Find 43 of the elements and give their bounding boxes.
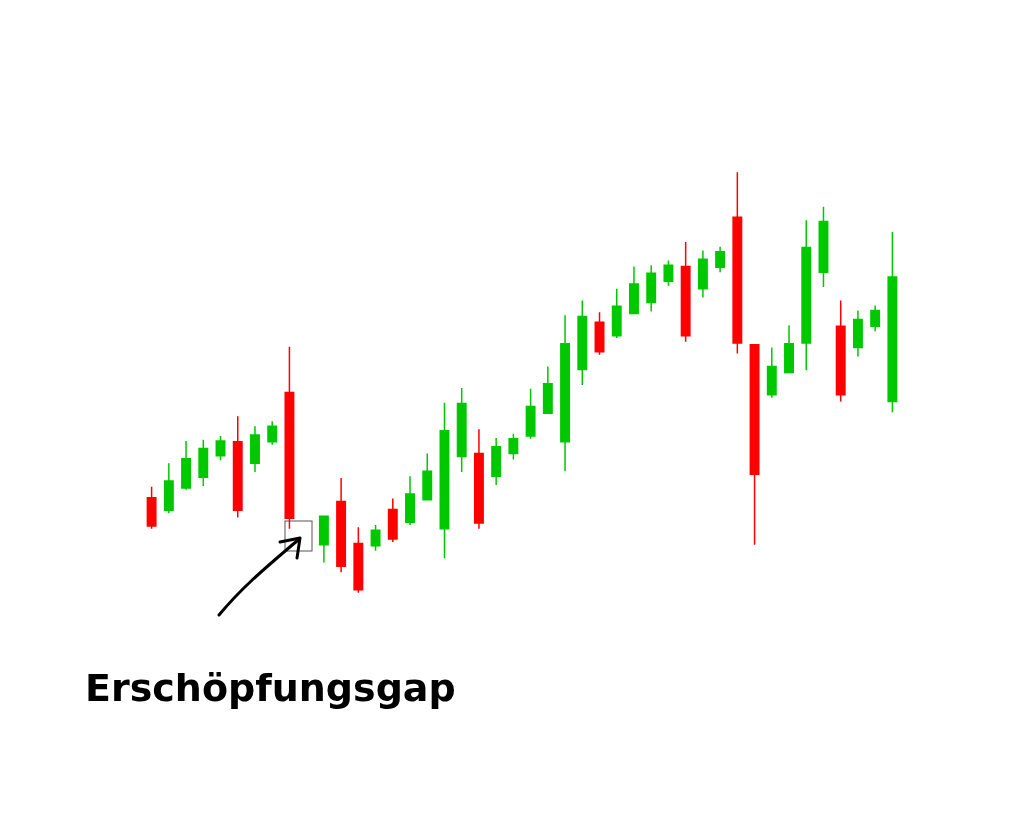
candlestick <box>525 388 536 440</box>
candlestick <box>422 452 433 501</box>
candlestick <box>697 249 708 299</box>
candlestick <box>163 462 174 515</box>
candlestick <box>318 515 329 564</box>
candlestick <box>232 415 243 519</box>
candlestick <box>353 526 364 594</box>
candlestick <box>284 346 295 530</box>
candlestick <box>181 440 192 491</box>
candlestick <box>887 231 898 414</box>
candlestick <box>405 475 415 526</box>
candlestick <box>715 245 726 274</box>
candlestick <box>646 264 657 313</box>
candlestick <box>680 241 691 343</box>
candlestick <box>629 265 639 315</box>
candlestick <box>818 205 829 288</box>
candlestick <box>766 346 777 399</box>
candlestick <box>387 497 398 543</box>
candlestick <box>732 171 743 355</box>
candlestick <box>663 259 674 287</box>
candlestick <box>852 309 863 358</box>
candlestick <box>870 304 881 332</box>
candlestick <box>560 314 571 472</box>
candlestick <box>250 425 260 473</box>
candlestick <box>267 420 278 446</box>
candlestick <box>473 428 484 530</box>
candlestick <box>370 524 381 552</box>
candlestick <box>784 324 794 374</box>
candlestick <box>835 299 846 403</box>
candlestick <box>577 299 588 386</box>
candlestick <box>801 219 812 372</box>
candlestick <box>749 343 760 546</box>
candlestick <box>198 438 209 487</box>
candlestick <box>491 437 502 486</box>
candlestick <box>336 477 347 573</box>
candlestick <box>542 365 553 414</box>
candlestick <box>456 387 467 473</box>
candlestick <box>594 311 605 356</box>
candlestick <box>146 486 157 530</box>
candlestick <box>508 433 519 461</box>
candlestick <box>439 401 450 560</box>
text: Erschöpfungsgap <box>85 666 456 710</box>
candlestick <box>611 287 622 339</box>
